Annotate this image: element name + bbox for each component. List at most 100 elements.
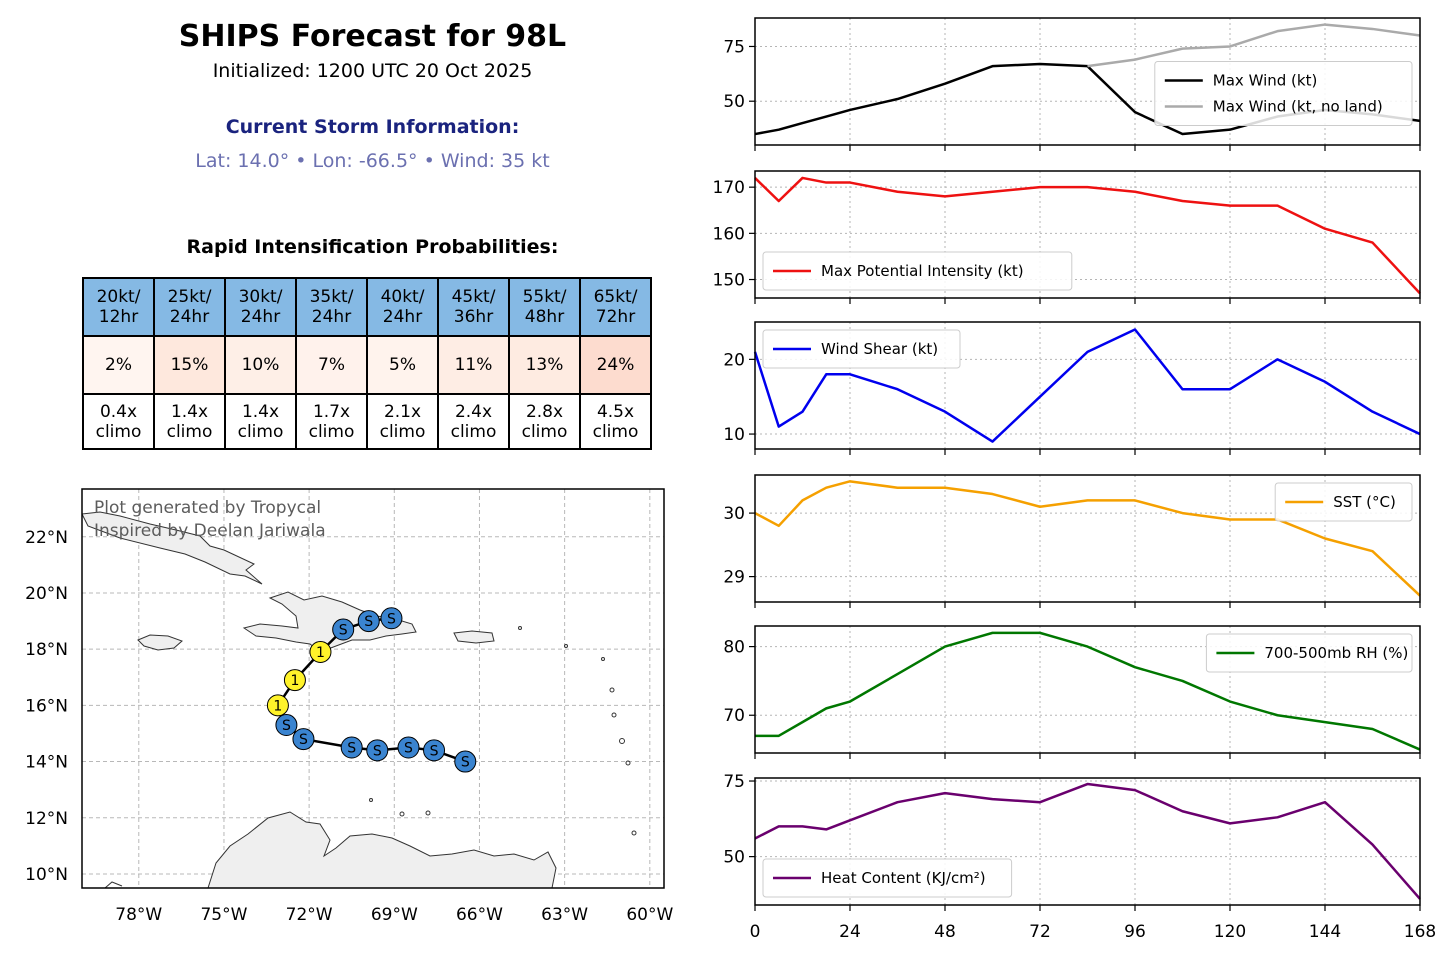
lon-tick-label: 78°W	[115, 905, 162, 925]
y-tick-label: 160	[713, 224, 745, 244]
y-tick-label: 75	[723, 772, 745, 792]
series-line	[754, 782, 1421, 900]
ri-header-cell: 65kt/72hr	[579, 277, 652, 337]
y-tick-label: 170	[713, 178, 745, 198]
panel-frame	[754, 17, 1421, 146]
ri-header-cell: 20kt/12hr	[82, 277, 155, 337]
ri-title: Rapid Intensification Probabilities:	[186, 236, 559, 258]
venezuela-landmass	[207, 811, 557, 888]
ri-climo-word: climo	[95, 421, 142, 442]
ri-header-cell: 35kt/24hr	[295, 277, 368, 337]
puerto-rico-landmass	[453, 630, 495, 644]
lon-tick-label: 60°W	[626, 905, 673, 925]
ri-climo-word: climo	[308, 421, 355, 442]
x-tick-label: 120	[1214, 922, 1246, 942]
y-tick-label: 75	[723, 37, 745, 57]
track-point	[275, 714, 298, 737]
ri-climo-cell: 4.5x climo	[579, 393, 652, 450]
ri-header-period: 24hr	[311, 307, 352, 327]
chart-panel: 29 30 SST (°C)	[723, 474, 1421, 608]
legend-label: SST (°C)	[1333, 493, 1396, 511]
chart-legend: Max Potential Intensity (kt)	[762, 251, 1073, 291]
ships-timeseries-panels: 50 75 Max Wind (kt) Max Wind (kt, no land) 1…	[713, 17, 1436, 942]
ri-climo-cell: 2.4x climo	[437, 393, 510, 450]
chart-panel: 70 80 700-500mb RH (%)	[723, 625, 1421, 759]
ri-header-period: 24hr	[382, 307, 423, 327]
ri-header-threshold: 20kt/	[96, 287, 141, 307]
page-title: SHIPS Forecast for 98L	[178, 19, 567, 54]
x-tick-label: 168	[1404, 922, 1436, 942]
chart-legend: Wind Shear (kt)	[762, 329, 961, 369]
ri-header-row: 20kt/12hr 25kt/24hr 30kt/24hr 35kt/24hr 40kt…	[82, 277, 652, 337]
x-tick-label: 48	[934, 922, 956, 942]
panel-frame	[754, 625, 1421, 754]
track-point-label: S	[387, 611, 396, 627]
track-point	[366, 739, 389, 762]
chart-panel: 50 75 Heat Content (KJ/cm²) 0 24 48 72 96 120 144…	[723, 772, 1436, 942]
ri-probability-cell: 13%	[508, 335, 581, 395]
track-point-label: S	[430, 743, 439, 759]
track-point-label: 1	[273, 698, 282, 714]
track-point	[380, 607, 403, 630]
y-tick-label: 80	[723, 638, 745, 658]
x-tick-label: 0	[750, 922, 761, 942]
ri-header-cell: 40kt/24hr	[366, 277, 439, 337]
track-point-label: S	[347, 741, 356, 757]
panel-frame	[754, 777, 1421, 906]
ri-header-cell: 25kt/24hr	[153, 277, 226, 337]
legend-label: Heat Content (KJ/cm²)	[821, 869, 986, 887]
ri-header-cell: 55kt/48hr	[508, 277, 581, 337]
ri-climo-word: climo	[379, 421, 426, 442]
ri-header-cell: 45kt/36hr	[437, 277, 510, 337]
track-point	[340, 736, 363, 759]
lon-tick-label: 66°W	[456, 905, 503, 925]
legend-box	[1205, 633, 1413, 673]
ri-climo-cell: 0.4x climo	[82, 393, 155, 450]
y-tick-label: 30	[723, 504, 745, 524]
ri-header-period: 36hr	[453, 307, 494, 327]
series-line	[754, 176, 1421, 295]
y-tick-label: 20	[723, 350, 745, 370]
chart-legend: Max Wind (kt) Max Wind (kt, no land)	[1154, 61, 1413, 126]
lon-tick-label: 75°W	[200, 905, 247, 925]
ri-header-threshold: 30kt/	[238, 287, 283, 307]
ri-climo-multiplier: 2.1x	[383, 401, 422, 422]
map-tick-labels: 78°W 75°W 72°W 69°W 66°W 63°W 60°W 22°N 20°N 18°N…	[25, 528, 673, 925]
x-tick-label: 144	[1309, 922, 1341, 942]
ri-climo-cell: 1.4x climo	[224, 393, 297, 450]
lat-tick-label: 12°N	[25, 809, 68, 829]
track-point	[357, 610, 380, 633]
track-point	[292, 728, 315, 751]
lon-tick-label: 63°W	[541, 905, 588, 925]
ri-header-threshold: 65kt/	[593, 287, 638, 307]
ri-probability-cell: 11%	[437, 335, 510, 395]
legend-box	[762, 858, 1013, 898]
ri-climo-word: climo	[592, 421, 639, 442]
legend-box	[1154, 61, 1413, 126]
lat-tick-label: 22°N	[25, 528, 68, 548]
chart-legend: SST (°C)	[1274, 482, 1413, 522]
watermark-line-2: Inspired by Deelan Jariwala	[94, 521, 326, 541]
track-point	[309, 640, 332, 663]
ri-climo-cell: 1.7x climo	[295, 393, 368, 450]
y-tick-label: 150	[713, 271, 745, 291]
legend-label: Max Potential Intensity (kt)	[821, 262, 1024, 280]
track-point	[423, 739, 446, 762]
cuba-landmass	[82, 511, 263, 585]
ri-header-threshold: 35kt/	[309, 287, 354, 307]
track-point-label: 1	[316, 645, 325, 661]
lat-tick-label: 20°N	[25, 584, 68, 604]
series-line	[753, 328, 1421, 443]
ri-header-cell: 30kt/24hr	[224, 277, 297, 337]
ri-header-period: 72hr	[595, 307, 636, 327]
ri-header-period: 24hr	[240, 307, 281, 327]
ri-climo-row: 0.4x climo 1.4x climo 1.4x climo 1.7x climo 2.1x…	[82, 393, 652, 450]
ri-climo-multiplier: 4.5x	[596, 401, 635, 422]
ri-climo-cell: 2.1x climo	[366, 393, 439, 450]
x-tick-label: 96	[1124, 922, 1146, 942]
ri-climo-multiplier: 1.7x	[312, 401, 351, 422]
y-tick-label: 70	[723, 706, 745, 726]
track-point-label: S	[299, 732, 308, 748]
jamaica-landmass	[137, 634, 183, 651]
